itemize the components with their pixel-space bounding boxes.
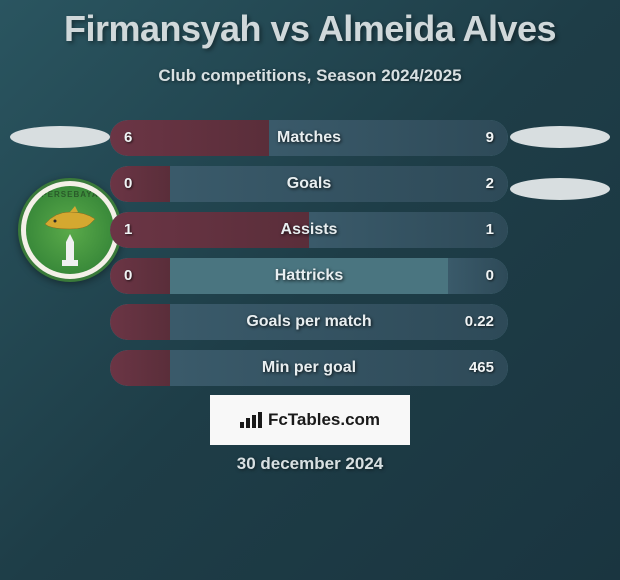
stat-row-goals: 0 Goals 2 <box>110 166 508 202</box>
player-left-pill <box>10 126 110 148</box>
stat-label: Goals per match <box>110 304 508 340</box>
stat-label: Assists <box>110 212 508 248</box>
date-text: 30 december 2024 <box>0 454 620 474</box>
player-right-pill-top <box>510 126 610 148</box>
monument-icon <box>58 234 82 266</box>
stat-label: Hattricks <box>110 258 508 294</box>
fctables-watermark: FcTables.com <box>210 395 410 445</box>
stats-container: 6 Matches 9 0 Goals 2 1 Assists 1 0 Hatt… <box>110 120 508 396</box>
subtitle: Club competitions, Season 2024/2025 <box>0 66 620 86</box>
player-right-pill-mid <box>510 178 610 200</box>
stat-row-gpm: Goals per match 0.22 <box>110 304 508 340</box>
stat-value-right: 465 <box>469 350 494 386</box>
stat-label: Goals <box>110 166 508 202</box>
stat-value-right: 0 <box>486 258 494 294</box>
bar-chart-icon <box>240 412 262 428</box>
club-badge-text: PERSEBAYA <box>26 190 114 199</box>
stat-value-right: 9 <box>486 120 494 156</box>
stat-row-hattricks: 0 Hattricks 0 <box>110 258 508 294</box>
stat-row-matches: 6 Matches 9 <box>110 120 508 156</box>
stat-value-right: 2 <box>486 166 494 202</box>
stat-row-assists: 1 Assists 1 <box>110 212 508 248</box>
club-badge: PERSEBAYA <box>18 178 122 282</box>
fctables-label: FcTables.com <box>268 410 380 430</box>
stat-value-right: 1 <box>486 212 494 248</box>
stat-label: Min per goal <box>110 350 508 386</box>
stat-value-right: 0.22 <box>465 304 494 340</box>
stat-label: Matches <box>110 120 508 156</box>
shark-icon <box>40 204 100 234</box>
page-title: Firmansyah vs Almeida Alves <box>0 0 620 50</box>
stat-row-mpg: Min per goal 465 <box>110 350 508 386</box>
club-badge-inner: PERSEBAYA <box>26 186 114 274</box>
